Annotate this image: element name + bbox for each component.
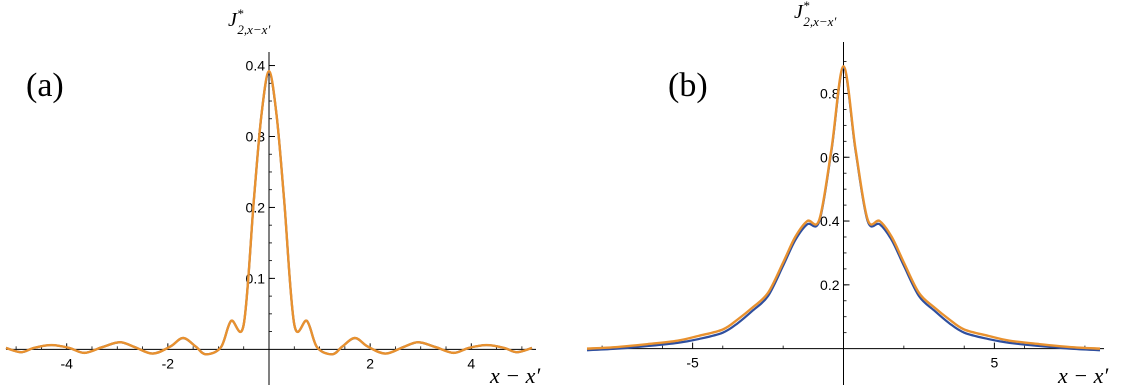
panel-a-ylabel-sub: 2,x−x′: [237, 22, 270, 37]
panel-b-tag: (b): [668, 67, 708, 104]
panel-a-x-tick-label: 2: [366, 355, 374, 371]
panel-b-ylabel: J* 2,x−x′: [794, 0, 836, 29]
panel-b-y-tick-label: 0.4: [820, 213, 840, 229]
panel-b-y-tick-label: 0.8: [820, 85, 840, 101]
panel-b-xlabel: x − x′: [1057, 363, 1109, 388]
panel-a-series-line-2: [5, 70, 533, 356]
panel-a-axes: -4 -2 2 4 0.1 0.2 0.3 0.4: [6, 52, 536, 385]
panel-a-y-tick-label: 0.1: [246, 270, 266, 286]
panel-b-ylabel-sup: *: [803, 0, 810, 13]
panel-a: (a) J* 2,x−x′ x − x′ -4 -2 2 4 0.1 0.2 0.3 0.4: [5, 6, 541, 388]
panel-a-tag: (a): [26, 67, 64, 104]
panel-a-x-tick-label: 4: [467, 355, 475, 371]
panel-a-ylabel-sup: *: [237, 6, 244, 21]
panel-a-y-tick-label: 0.3: [246, 128, 266, 144]
panel-b-x-tick-label: 5: [990, 355, 998, 371]
panel-a-plot: [5, 70, 533, 356]
panel-b-ylabel-sub: 2,x−x′: [803, 14, 836, 29]
panel-b-series-line-2: [586, 65, 1101, 350]
panel-b-series-line-1: [586, 66, 1101, 352]
panel-a-xlabel: x − x′: [489, 363, 541, 388]
panel-a-y-tick-label: 0.4: [246, 58, 266, 74]
panel-b: (b) J* 2,x−x′ x − x′ -5 50.20.40.60.8: [586, 0, 1109, 388]
panel-b-ylabel-base: J: [794, 1, 804, 23]
panel-a-ylabel-base: J: [228, 9, 238, 31]
panel-a-x-tick-label: -2: [162, 355, 175, 371]
panel-b-x-tick-label: -5: [686, 355, 699, 371]
panel-b-axes: -5 50.20.40.60.8: [587, 42, 1104, 385]
panel-a-x-tick-label: -4: [60, 355, 73, 371]
panel-b-y-tick-label: 0.2: [820, 277, 840, 293]
panel-a-y-tick-label: 0.2: [246, 199, 266, 215]
panel-a-ylabel: J* 2,x−x′: [228, 6, 270, 37]
panel-b-plot: [586, 65, 1101, 352]
